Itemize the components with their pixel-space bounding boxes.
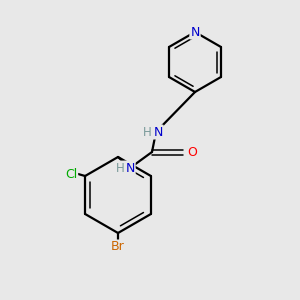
Text: N: N bbox=[153, 125, 163, 139]
Text: N: N bbox=[125, 161, 135, 175]
Text: Br: Br bbox=[111, 241, 125, 254]
Text: H: H bbox=[142, 125, 152, 139]
Text: H: H bbox=[116, 161, 124, 175]
Text: O: O bbox=[187, 146, 197, 158]
Text: N: N bbox=[190, 26, 200, 38]
Text: Cl: Cl bbox=[65, 167, 77, 181]
